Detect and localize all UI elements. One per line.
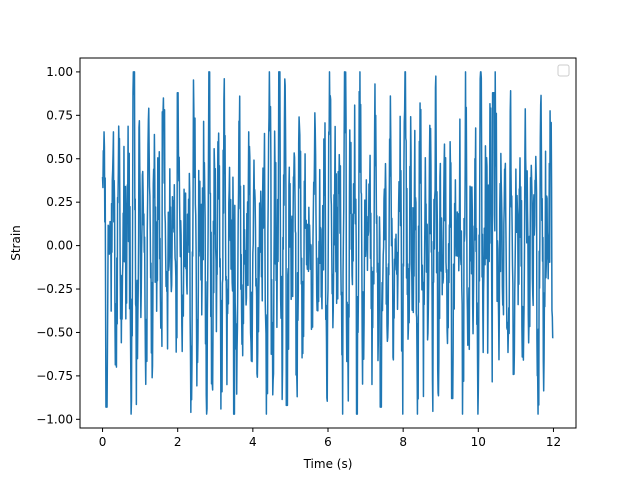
y-tick-label: 0.50	[46, 152, 73, 166]
x-tick-label: 12	[546, 435, 561, 449]
y-axis: −1.00 −0.75 −0.50 −0.25 0.00 0.25 0.50 0.75 1.00	[36, 65, 80, 426]
x-tick-label: 10	[471, 435, 486, 449]
y-tick-label: −0.75	[36, 369, 73, 383]
y-tick-label: −1.00	[36, 412, 73, 426]
y-tick-label: 0.75	[46, 108, 73, 122]
strain-series-line	[101, 71, 554, 415]
y-tick-label: 0.25	[46, 195, 73, 209]
y-tick-label: −0.25	[36, 282, 73, 296]
x-tick-label: 0	[99, 435, 107, 449]
x-tick-label: 4	[249, 435, 257, 449]
x-axis: 0 2 4 6 8 10 12	[99, 428, 561, 449]
x-tick-label: 8	[399, 435, 407, 449]
x-tick-label: 6	[324, 435, 332, 449]
x-axis-label: Time (s)	[303, 457, 353, 471]
y-axis-label: Strain	[9, 225, 23, 261]
y-tick-label: 1.00	[46, 65, 73, 79]
x-tick-label: 2	[174, 435, 182, 449]
legend-box	[557, 64, 570, 77]
y-tick-label: 0.00	[46, 239, 73, 253]
y-tick-label: −0.50	[36, 325, 73, 339]
series-layer	[101, 71, 554, 415]
